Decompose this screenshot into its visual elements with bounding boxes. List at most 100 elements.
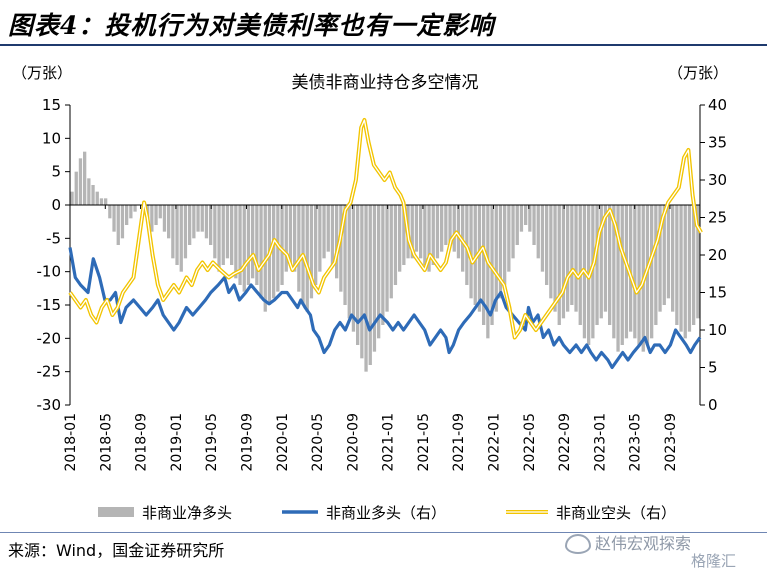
legend-label-long: 非商业多头（右） (326, 504, 446, 522)
legend-label-short: 非商业空头（右） (556, 504, 676, 522)
legend-label-net-long: 非商业净多头 (142, 504, 232, 522)
bar-net-long (456, 205, 461, 259)
x-tick-label: 2023-01 (592, 413, 608, 472)
bar-net-long (171, 205, 175, 259)
bar-net-long (507, 205, 511, 272)
bar-net-long (637, 205, 641, 345)
watermark-sub: 格隆汇 (691, 552, 737, 570)
bar-net-long (389, 205, 393, 299)
chart-title: 美债非商业持仓多空情况 (292, 73, 479, 93)
bar-net-long (679, 205, 683, 332)
x-tick-label: 2018-01 (63, 413, 79, 472)
bar-net-long (377, 205, 381, 339)
bar-net-long (217, 205, 221, 272)
bar-net-long (162, 205, 167, 232)
left-tick-label: 0 (51, 196, 61, 214)
bar-net-long (255, 205, 259, 285)
bar-net-long (561, 205, 566, 319)
bar-net-long (104, 198, 108, 205)
header-divider (0, 44, 767, 46)
bar-net-long (624, 205, 629, 339)
bar-net-long (440, 205, 444, 252)
bar-net-long (650, 205, 654, 339)
bar-net-long (339, 205, 343, 292)
bar-net-long (314, 205, 318, 285)
bar-net-long (351, 205, 356, 332)
bar-net-long (175, 205, 179, 265)
bar-net-long (116, 205, 120, 245)
bar-net-long (410, 205, 414, 259)
right-tick-label: 15 (708, 284, 727, 302)
bar-net-long (692, 205, 696, 325)
left-tick-label: -25 (37, 363, 62, 381)
x-tick-label: 2020-09 (345, 413, 361, 472)
bar-net-long (83, 151, 87, 205)
bar-net-long (435, 205, 440, 259)
bar-net-long (280, 205, 284, 285)
bar-net-long (318, 205, 322, 272)
bar-net-long (675, 205, 679, 325)
bar-net-long (74, 171, 78, 205)
bar-net-long (524, 205, 528, 225)
bar-net-long (347, 205, 351, 319)
bar-net-long (112, 205, 116, 232)
bar-net-long (209, 205, 213, 245)
bar-net-long (108, 205, 112, 219)
right-tick-label: 30 (708, 171, 727, 189)
bar-net-long (528, 205, 532, 232)
x-tick-label: 2019-09 (239, 413, 255, 472)
bar-net-long (444, 205, 448, 245)
left-axis-unit: （万张） (12, 64, 72, 82)
bar-net-long (452, 205, 456, 252)
bar-net-long (230, 205, 234, 265)
bar-net-long (519, 205, 524, 232)
x-tick-label: 2021-09 (451, 413, 467, 472)
bar-net-long (616, 205, 620, 352)
bar-net-long (578, 205, 582, 325)
bar-net-long (188, 205, 192, 245)
bar-net-long (120, 205, 125, 239)
bar-net-long (95, 191, 99, 205)
bar-net-long (393, 205, 398, 285)
x-tick-label: 2023-05 (628, 413, 644, 472)
bar-net-long (246, 205, 251, 285)
right-tick-label: 40 (708, 96, 727, 114)
series-long-line (68, 247, 702, 370)
bar-net-long (343, 205, 347, 305)
bar-net-long (381, 205, 385, 325)
bar-net-long (179, 205, 183, 272)
bar-net-long (658, 205, 662, 312)
bar-net-long (549, 205, 553, 299)
left-tick-label: 15 (42, 96, 61, 114)
bar-net-long (251, 205, 255, 279)
bar-net-long (322, 205, 326, 259)
bar-net-long (612, 205, 616, 339)
bar-net-long (448, 205, 452, 245)
bar-net-long (398, 205, 402, 272)
bar-net-long (91, 185, 95, 205)
bar-net-long (553, 205, 557, 312)
bar-net-long (242, 205, 246, 292)
wechat-icon (565, 534, 591, 554)
bar-net-long (570, 205, 574, 305)
bar-net-long (129, 205, 133, 219)
bar-net-long (288, 205, 293, 265)
right-tick-label: 5 (708, 359, 718, 377)
watermark: 赵伟宏观探索 格隆汇 (559, 530, 759, 570)
bar-net-long (599, 205, 603, 319)
bar-net-long (683, 205, 687, 339)
left-tick-label: -30 (37, 396, 62, 414)
chart: 美债非商业持仓多空情况 （万张） （万张） 15 10 5 0 -5 -10 -15 -20 -25 -… (12, 64, 728, 522)
bar-net-long (633, 205, 637, 339)
bar-net-long (272, 205, 276, 299)
bar-net-long (482, 205, 486, 325)
bar-net-long (154, 205, 158, 225)
bar-net-long (326, 205, 330, 252)
bar-net-long (431, 205, 435, 265)
bar-net-long (297, 205, 301, 292)
bar-net-long (557, 205, 561, 325)
x-tick-label: 2020-05 (310, 413, 326, 472)
x-tick-label: 2018-05 (98, 413, 114, 472)
left-tick-label: -20 (37, 329, 62, 347)
bar-net-long (608, 205, 612, 325)
